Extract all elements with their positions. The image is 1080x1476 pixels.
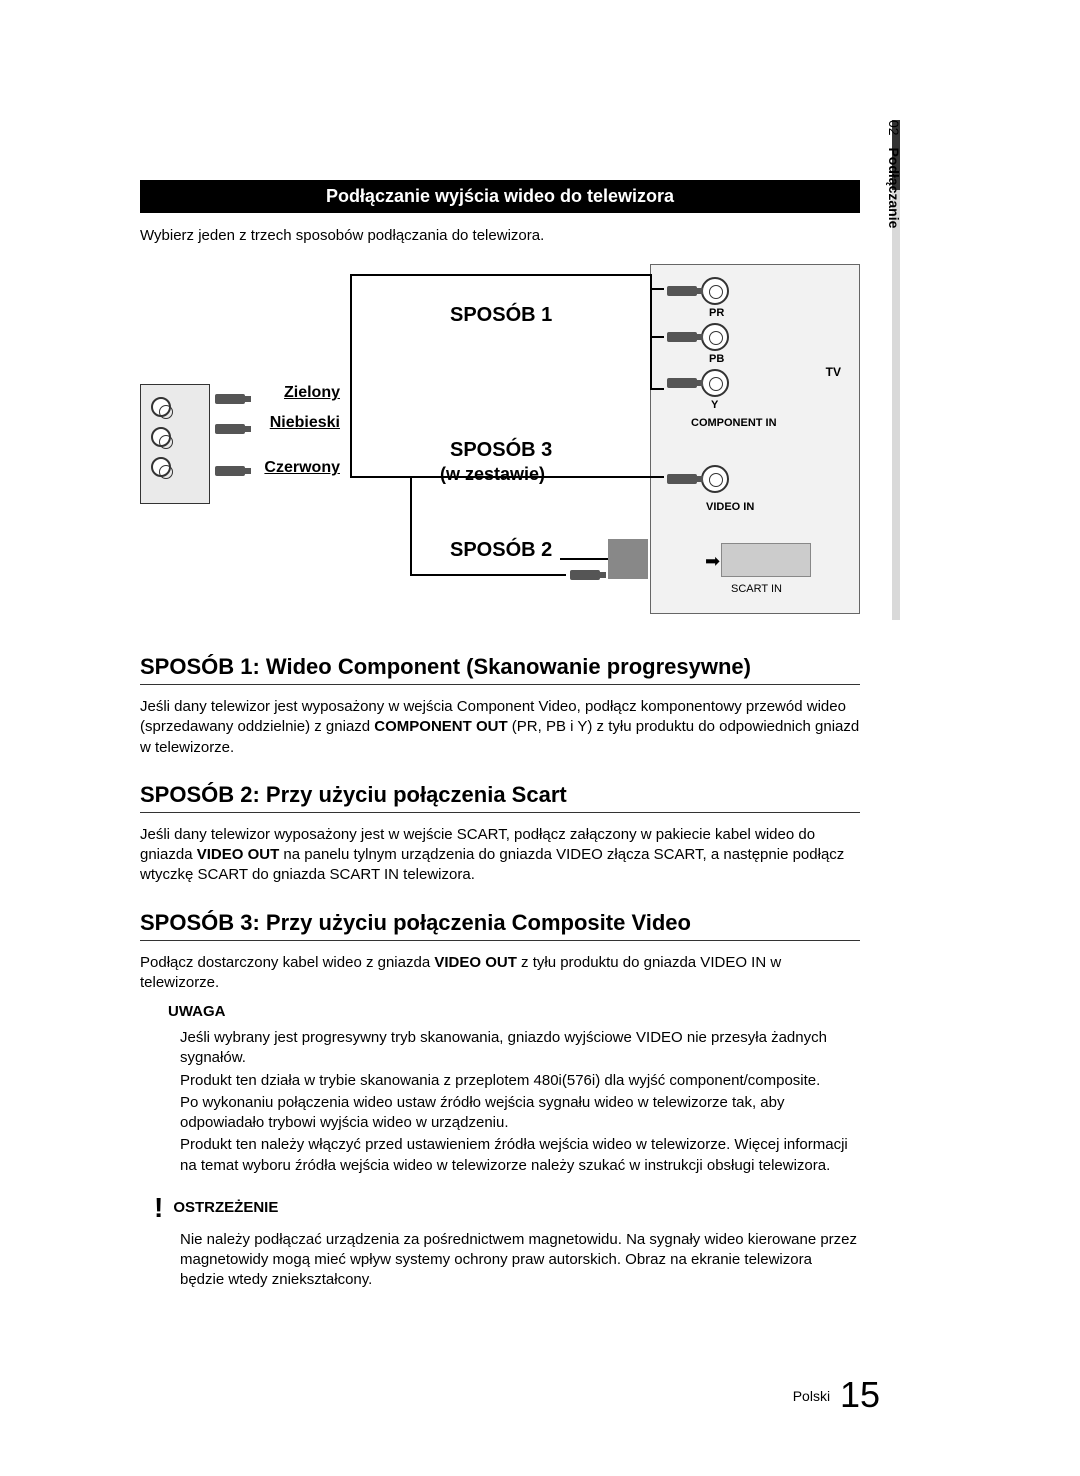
plug-icon [667,474,697,484]
plug-icon [570,570,600,580]
jack-video-icon [701,465,729,493]
warning-row: ! OSTRZEŻENIE [154,1192,860,1224]
device-jack-icon [151,457,171,477]
warning-text: Nie należy podłączać urządzenia za pośre… [180,1230,860,1291]
scart-connector-icon [721,543,811,577]
method2-title: SPOSÓB 2: Przy użyciu połączenia Scart [140,782,860,808]
jack-y-icon [701,369,729,397]
wire-line [650,388,664,390]
text-bold: VIDEO OUT [434,954,517,971]
tv-label: TV [826,365,841,379]
note-bullet: Jeśli wybrany jest progresywny tryb skan… [180,1028,860,1069]
intro-text: Wybierz jeden z trzech sposobów podłącza… [140,227,860,244]
wire-line [350,274,650,276]
note-bullet: Po wykonaniu połączenia wideo ustaw źród… [180,1093,860,1134]
divider [140,684,860,685]
warning-body: Nie należy podłączać urządzenia za pośre… [180,1230,860,1291]
method1-label: SPOSÓB 1 [450,304,552,327]
arrow-icon: ➡ [705,551,720,572]
side-tab: 02 Podłączanie [886,120,902,228]
wire-line [650,274,652,390]
side-chapter-num: 02 [886,120,902,136]
device-rear-panel-icon [140,384,210,504]
method1-body: Jeśli dany telewizor jest wyposażony w w… [140,697,860,758]
note-bullets: Jeśli wybrany jest progresywny tryb skan… [180,1028,860,1176]
method2-body: Jeśli dany telewizor wyposażony jest w w… [140,825,860,886]
method1-title: SPOSÓB 1: Wideo Component (Skanowanie pr… [140,654,860,680]
method2-label: SPOSÓB 2 [450,539,552,562]
text: Podłącz dostarczony kabel wideo z gniazd… [140,954,434,971]
scart-adapter-icon [608,539,648,579]
blue-label: Niebieski [260,414,340,432]
red-label: Czerwony [260,459,340,477]
y-label: Y [711,399,718,411]
connection-diagram: TV PR PB Y COMPONENT IN VIDEO IN ➡ SCART… [140,264,860,624]
video-in-label: VIDEO IN [706,501,754,513]
plug-icon [667,332,697,342]
page-footer: Polski 15 [793,1374,880,1416]
wire-line [410,574,566,576]
wire-line [410,476,412,576]
divider [140,812,860,813]
side-chapter-label: Podłączanie [886,147,902,228]
method3-body: Podłącz dostarczony kabel wideo z gniazd… [140,953,860,994]
note-title: UWAGA [168,1003,860,1020]
wire-line [350,476,664,478]
plug-icon [215,466,245,476]
text-bold: VIDEO OUT [197,846,280,863]
page-content: Podłączanie wyjścia wideo do telewizora … [140,180,860,1293]
tv-box: TV PR PB Y COMPONENT IN VIDEO IN ➡ SCART… [650,264,860,614]
method3-sub-label: (w zestawie) [440,464,545,485]
wire-line [350,274,352,478]
plug-icon [215,394,245,404]
footer-page-number: 15 [840,1374,880,1415]
note-bullet: Produkt ten należy włączyć przed ustawie… [180,1135,860,1176]
warning-title: OSTRZEŻENIE [173,1199,278,1216]
device-jack-icon [151,427,171,447]
jack-pr-icon [701,277,729,305]
plug-icon [215,424,245,434]
device-jack-icon [151,397,171,417]
jack-pb-icon [701,323,729,351]
plug-icon [667,378,697,388]
section-header-bar: Podłączanie wyjścia wideo do telewizora [140,180,860,213]
note-box: UWAGA [168,1003,860,1020]
text-bold: COMPONENT OUT [374,718,507,735]
scart-in-label: SCART IN [731,583,782,595]
note-bullet: Produkt ten działa w trybie skanowania z… [180,1071,860,1091]
footer-lang: Polski [793,1388,830,1404]
wire-line [650,336,664,338]
plug-icon [667,286,697,296]
pb-label: PB [709,353,724,365]
wire-line [650,288,664,290]
green-label: Zielony [260,384,340,402]
divider [140,940,860,941]
method3-label: SPOSÓB 3 [450,439,552,462]
component-in-label: COMPONENT IN [691,417,777,429]
pr-label: PR [709,307,724,319]
wire-line [560,558,608,560]
method3-title: SPOSÓB 3: Przy użyciu połączenia Composi… [140,910,860,936]
warning-icon: ! [154,1192,163,1224]
